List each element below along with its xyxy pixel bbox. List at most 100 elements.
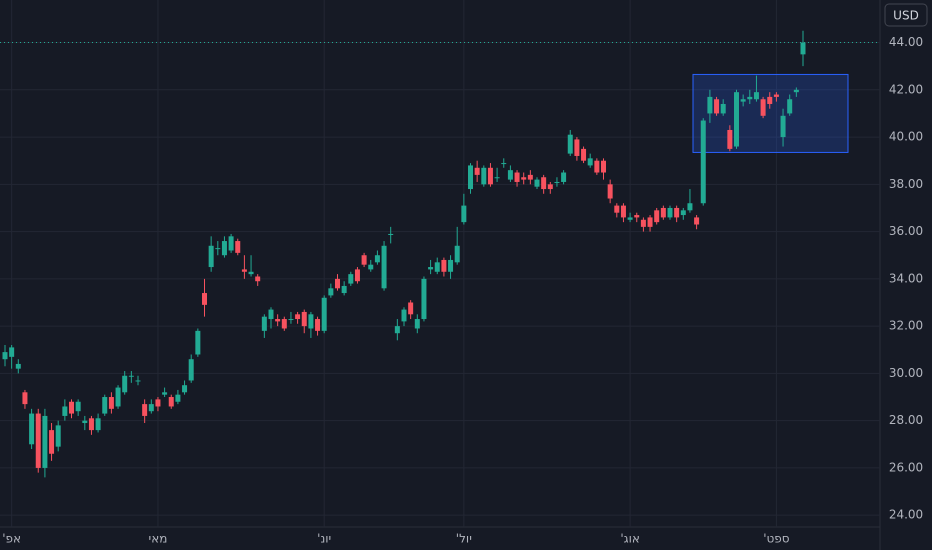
candle-body <box>288 319 294 321</box>
candle-body <box>195 330 201 355</box>
candle-body <box>168 397 174 407</box>
currency-button[interactable]: USD <box>884 3 928 27</box>
x-tick-label: 'ספט <box>763 532 790 546</box>
candle-body <box>501 163 507 165</box>
y-tick-label: 34.00 <box>889 271 923 285</box>
y-tick-label: 36.00 <box>889 224 923 238</box>
candle-body <box>29 413 35 445</box>
candle-body <box>241 269 247 272</box>
candle-body <box>461 205 467 223</box>
candle-body <box>208 245 214 268</box>
candle-body <box>780 115 786 138</box>
candle-body <box>248 271 254 275</box>
candle-body <box>295 314 301 320</box>
candle-body <box>434 262 440 272</box>
candle-body <box>202 293 207 305</box>
candle-body <box>494 177 500 179</box>
candle-body <box>660 207 666 218</box>
y-tick-label: 40.00 <box>889 130 923 144</box>
candle-body <box>368 264 374 270</box>
candle-body <box>507 170 513 180</box>
y-tick-label: 26.00 <box>889 460 923 474</box>
candle-body <box>354 269 360 282</box>
candle-body <box>102 397 108 414</box>
candle-body <box>115 387 121 407</box>
candle-body <box>82 420 88 424</box>
y-tick-label: 44.00 <box>889 35 923 49</box>
candle-body <box>561 172 567 182</box>
candle-body <box>454 245 460 263</box>
candle-body <box>374 255 380 263</box>
candle-body <box>394 326 400 334</box>
y-tick-label: 28.00 <box>889 413 923 427</box>
candle-body <box>268 309 274 320</box>
candle-body <box>235 241 241 253</box>
candle-body <box>674 207 680 218</box>
candle-body <box>767 96 773 104</box>
candle-body <box>381 245 387 289</box>
candle-body <box>468 165 473 190</box>
candle-body <box>521 177 527 180</box>
candle-body <box>634 215 640 218</box>
candle-body <box>55 425 61 447</box>
candle-body <box>122 375 128 393</box>
candle-body <box>188 359 194 381</box>
candle-body <box>800 42 806 55</box>
candle-body <box>541 177 547 190</box>
candle-body <box>88 418 94 431</box>
candle-body <box>95 418 101 431</box>
candle-body <box>700 120 706 204</box>
candle-body <box>315 319 321 331</box>
candle-body <box>348 274 354 284</box>
candle-body <box>221 241 227 256</box>
x-tick-label: מאי <box>149 532 168 546</box>
y-tick-label: 42.00 <box>889 82 923 96</box>
candle-body <box>15 363 21 369</box>
candle-body <box>428 267 434 270</box>
candle-body <box>448 259 454 272</box>
candle-body <box>740 99 746 102</box>
candle-body <box>527 174 533 180</box>
currency-button-frame[interactable] <box>884 3 928 27</box>
candle-body <box>341 285 347 294</box>
candle-body <box>49 430 55 454</box>
candle-body <box>587 158 593 166</box>
x-tick-label: 'יונ <box>317 532 331 546</box>
candle-body <box>328 288 334 296</box>
candle-body <box>793 89 799 93</box>
candle-body <box>707 96 713 114</box>
candle-body <box>421 278 427 320</box>
y-tick-label: 32.00 <box>889 319 923 333</box>
candle-body <box>388 233 394 235</box>
candle-body <box>142 404 148 416</box>
candle-body <box>335 278 340 289</box>
candle-body <box>773 94 779 97</box>
candle-body <box>321 297 327 331</box>
y-tick-label: 24.00 <box>889 508 923 522</box>
candle-body <box>275 319 281 322</box>
y-tick-label: 38.00 <box>889 177 923 191</box>
candle-body <box>714 99 720 114</box>
candle-body <box>594 160 600 173</box>
candle-body <box>128 375 134 377</box>
candle-body <box>441 259 447 272</box>
candle-body <box>69 401 74 414</box>
candle-body <box>687 203 693 211</box>
candle-body <box>647 217 653 227</box>
candles <box>0 30 880 478</box>
candle-body <box>534 179 540 187</box>
candle-body <box>2 352 8 360</box>
candle-body <box>607 184 613 199</box>
candle-body <box>308 314 314 329</box>
candle-body <box>175 394 181 402</box>
candle-body <box>62 406 68 416</box>
candle-body <box>581 148 587 161</box>
candle-body <box>414 319 420 329</box>
candle-body <box>753 92 759 100</box>
candle-body <box>614 205 620 213</box>
candle-body <box>627 217 633 220</box>
candle-body <box>108 397 114 409</box>
currency-label[interactable]: USD <box>893 9 919 23</box>
candle-body <box>361 255 367 265</box>
